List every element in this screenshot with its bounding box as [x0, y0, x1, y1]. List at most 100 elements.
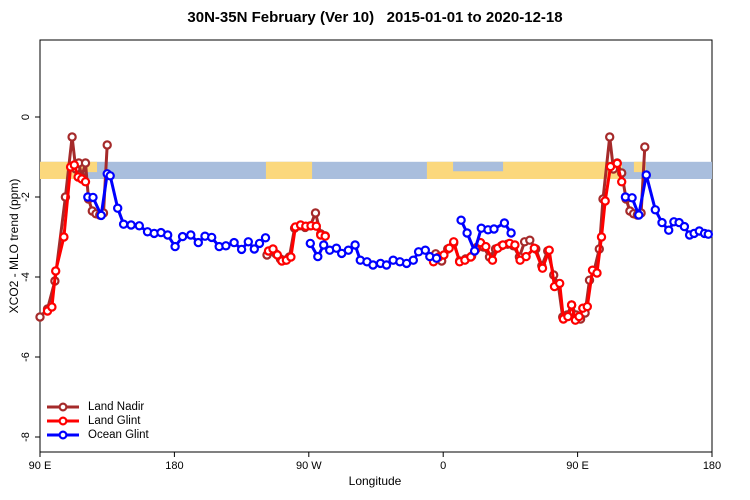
x-tick-label: 180: [165, 460, 183, 472]
x-tick-label: 0: [440, 460, 446, 472]
x-tick-label: 180: [703, 460, 721, 472]
data-point-land-glint: [286, 252, 296, 262]
data-point-ocean-glint: [431, 253, 442, 263]
legend-entry-ocean-glint: Ocean Glint: [46, 428, 149, 442]
data-point-ocean-glint: [657, 217, 667, 228]
data-point-land-glint: [592, 268, 602, 278]
data-point-land-nadir: [605, 132, 615, 142]
data-point-ocean-glint: [134, 221, 144, 231]
data-point-ocean-glint: [664, 225, 674, 235]
data-point-ocean-glint: [420, 245, 430, 255]
data-series: [35, 132, 714, 325]
data-point-ocean-glint: [499, 218, 510, 228]
legend-label-ocean-glint: Ocean Glint: [88, 429, 149, 441]
series-ocean-glint: [83, 169, 714, 270]
band-land-patch: [633, 161, 646, 173]
data-point-ocean-glint: [343, 245, 354, 255]
legend: Land Nadir Land Glint Ocean Glint: [46, 400, 149, 442]
data-point-ocean-glint: [679, 221, 690, 232]
legend-entry-land-glint: Land Glint: [46, 414, 149, 428]
band-ocean-notch: [453, 161, 504, 172]
land-glint-line-marker-icon: [47, 416, 79, 426]
data-point-land-glint: [439, 250, 449, 260]
data-point-ocean-glint: [408, 255, 418, 265]
legend-label-land-glint: Land Glint: [88, 415, 141, 427]
data-point-land-nadir: [80, 158, 91, 168]
data-point-ocean-glint: [703, 229, 714, 239]
data-point-land-glint: [600, 196, 610, 206]
data-point-ocean-glint: [350, 240, 360, 250]
data-point-ocean-glint: [260, 233, 271, 243]
data-point-land-glint: [268, 244, 278, 254]
data-point-ocean-glint: [305, 238, 315, 249]
y-tick-label: 0: [20, 114, 32, 120]
data-point-ocean-glint: [249, 244, 259, 254]
data-point-ocean-glint: [105, 171, 115, 181]
data-point-land-glint: [521, 251, 531, 262]
data-point-land-nadir: [102, 140, 112, 150]
data-point-land-nadir: [640, 142, 650, 152]
axis-ticks: 90 E 180 90 W 0 90 E 180 0 -2 -4 -6 -8: [20, 114, 721, 472]
data-point-land-glint: [481, 241, 491, 252]
data-point-ocean-glint: [186, 230, 196, 240]
data-point-ocean-glint: [469, 246, 480, 256]
data-point-land-glint: [444, 243, 454, 253]
data-point-land-glint: [449, 237, 459, 247]
data-point-land-glint: [596, 232, 607, 242]
data-point-land-glint: [320, 231, 330, 241]
data-point-ocean-glint: [506, 228, 516, 238]
data-point-land-glint: [544, 245, 554, 255]
data-point-land-nadir: [67, 132, 77, 142]
band-land-patch: [85, 161, 98, 173]
y-tick-label: -4: [20, 272, 32, 282]
data-point-ocean-glint: [650, 205, 661, 215]
data-point-ocean-glint: [206, 232, 217, 243]
x-tick-label: 90 W: [296, 460, 322, 472]
data-point-land-glint: [487, 255, 498, 265]
data-point-land-glint: [59, 232, 69, 242]
data-point-ocean-glint: [118, 219, 129, 229]
data-point-ocean-glint: [193, 237, 203, 248]
data-point-ocean-glint: [319, 240, 329, 250]
data-point-land-glint: [566, 300, 577, 310]
data-point-land-glint: [555, 278, 565, 289]
data-point-land-glint: [574, 311, 584, 322]
data-point-ocean-glint: [634, 210, 644, 220]
land-ocean-band: [40, 161, 712, 179]
x-tick-label: 90 E: [566, 460, 589, 472]
data-point-ocean-glint: [88, 192, 98, 203]
data-point-ocean-glint: [126, 220, 136, 230]
x-axis-label: Longitude: [348, 474, 402, 488]
data-point-ocean-glint: [462, 228, 472, 238]
data-point-land-glint: [51, 266, 61, 276]
y-tick-label: -6: [20, 352, 32, 362]
y-tick-label: -2: [20, 192, 32, 202]
legend-entry-land-nadir: Land Nadir: [46, 400, 149, 414]
data-point-land-glint: [311, 221, 321, 231]
data-point-land-nadir: [525, 235, 535, 245]
data-point-ocean-glint: [627, 193, 637, 203]
data-point-land-glint: [272, 250, 283, 260]
data-point-land-nadir: [35, 312, 45, 322]
data-point-land-glint: [80, 177, 91, 187]
land-nadir-line-marker-icon: [47, 402, 79, 412]
data-point-ocean-glint: [368, 260, 378, 270]
data-point-land-glint: [69, 160, 80, 170]
data-point-ocean-glint: [221, 241, 231, 251]
data-point-land-glint: [563, 311, 573, 322]
data-point-ocean-glint: [313, 251, 323, 262]
data-point-ocean-glint: [229, 237, 239, 248]
data-point-ocean-glint: [489, 224, 499, 234]
data-point-land-glint: [617, 177, 627, 187]
data-point-ocean-glint: [170, 241, 180, 252]
plot-box: [39, 39, 713, 453]
data-point-ocean-glint: [236, 244, 247, 255]
data-point-land-glint: [510, 240, 520, 250]
data-point-land-glint: [612, 158, 622, 169]
data-point-land-glint: [529, 243, 540, 253]
data-point-ocean-glint: [254, 238, 265, 249]
data-point-land-nadir: [310, 208, 321, 218]
band-land: [265, 161, 313, 179]
